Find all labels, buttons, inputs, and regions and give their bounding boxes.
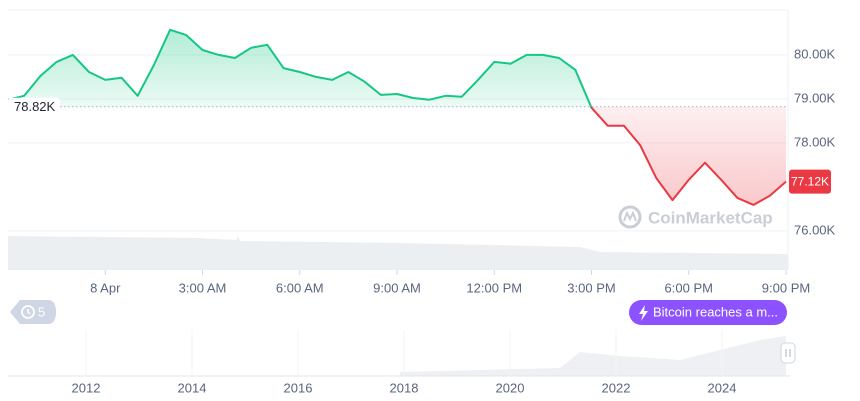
x-tick-label: 6:00 AM [276, 280, 324, 295]
baseline-label: 78.82K [14, 99, 56, 114]
y-tick-label: 78.00K [794, 134, 836, 149]
last-price-label: 77.12K [791, 175, 829, 189]
navigator-year: 2016 [284, 380, 313, 395]
navigator-year: 2012 [72, 380, 101, 395]
event-button[interactable]: Bitcoin reaches a m... [629, 300, 787, 325]
navigator-year: 2024 [708, 380, 737, 395]
x-tick-label: 6:00 PM [665, 280, 713, 295]
y-tick-label: 76.00K [794, 222, 836, 237]
watermark-text: CoinMarketCap [648, 208, 773, 227]
history-badge[interactable]: 5 [10, 300, 56, 324]
x-tick-label: 12:00 PM [466, 280, 522, 295]
badge-count: 5 [38, 304, 45, 319]
navigator-handle[interactable] [780, 342, 796, 364]
event-text: Bitcoin reaches a m... [653, 304, 778, 319]
watermark: CoinMarketCap [618, 205, 773, 229]
x-tick-label: 9:00 AM [373, 280, 421, 295]
x-tick-label: 3:00 PM [567, 280, 615, 295]
x-tick-label: 3:00 AM [179, 280, 227, 295]
price-line [7, 28, 787, 206]
navigator-year: 2014 [178, 380, 207, 395]
x-tick-label: 8 Apr [90, 280, 121, 295]
navigator-year: 2022 [602, 380, 631, 395]
volume-band [8, 236, 788, 270]
y-tick-label: 79.00K [794, 90, 836, 105]
navigator-area [400, 336, 786, 376]
area [8, 29, 786, 205]
x-tick-label: 9:00 PM [762, 280, 810, 295]
navigator-year: 2020 [496, 380, 525, 395]
navigator-year: 2018 [390, 380, 419, 395]
baseline-label-bg [8, 97, 60, 116]
last-price-tag [789, 169, 831, 194]
y-tick-label: 80.00K [794, 46, 836, 61]
